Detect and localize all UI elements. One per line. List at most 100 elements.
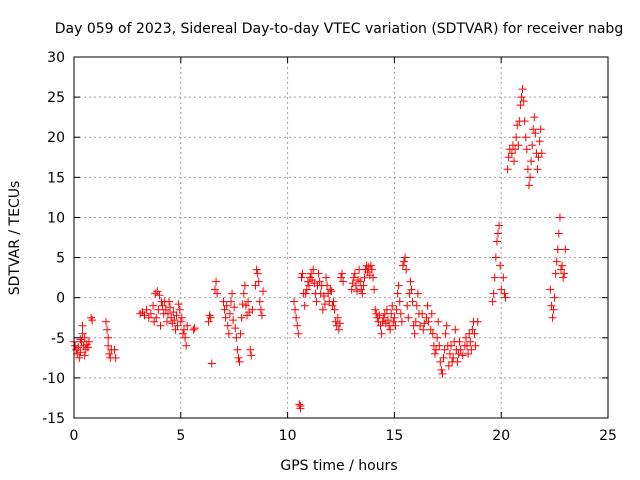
- data-point: [302, 285, 311, 294]
- data-point: [331, 317, 340, 326]
- data-point: [155, 291, 164, 300]
- data-point: [176, 317, 185, 326]
- data-point: [552, 257, 561, 266]
- data-point: [322, 273, 331, 282]
- data-point: [296, 401, 305, 410]
- data-point: [511, 145, 520, 154]
- data-point: [366, 261, 375, 270]
- data-point: [183, 321, 192, 330]
- data-point: [84, 337, 93, 346]
- data-point: [430, 349, 439, 358]
- data-point: [138, 308, 147, 317]
- data-point: [80, 351, 89, 360]
- data-point: [295, 400, 304, 409]
- data-point: [393, 289, 402, 298]
- data-point: [388, 301, 397, 310]
- data-point: [235, 357, 244, 366]
- data-point: [353, 287, 362, 296]
- data-point: [307, 269, 316, 278]
- data-point: [432, 345, 441, 354]
- data-point: [163, 309, 172, 318]
- data-point: [326, 285, 335, 294]
- data-point: [518, 85, 527, 94]
- data-point: [162, 317, 171, 326]
- data-point: [304, 281, 313, 290]
- data-point: [329, 297, 338, 306]
- data-point: [338, 269, 347, 278]
- data-point: [428, 329, 437, 338]
- data-point: [387, 309, 396, 318]
- data-point: [420, 319, 429, 328]
- data-point: [536, 125, 545, 134]
- data-point: [150, 317, 159, 326]
- data-point: [449, 353, 458, 362]
- data-point: [549, 305, 558, 314]
- data-point: [226, 297, 235, 306]
- data-point: [334, 325, 343, 334]
- data-point: [238, 300, 247, 309]
- data-point: [473, 317, 482, 326]
- data-point: [383, 316, 392, 325]
- data-point: [230, 303, 239, 312]
- data-point: [231, 324, 240, 333]
- data-point: [244, 297, 253, 306]
- data-point: [444, 361, 453, 370]
- data-point: [458, 351, 467, 360]
- data-point: [555, 213, 564, 222]
- data-point: [546, 285, 555, 294]
- data-point: [247, 351, 256, 360]
- data-point: [397, 317, 406, 326]
- data-point: [392, 305, 401, 314]
- data-point: [328, 301, 337, 310]
- x-tick-label: 25: [599, 428, 617, 444]
- data-point: [512, 133, 521, 142]
- data-point: [526, 173, 535, 182]
- data-point: [152, 313, 161, 322]
- data-point: [377, 329, 386, 338]
- data-point: [293, 321, 302, 330]
- data-point: [514, 141, 523, 150]
- data-point: [363, 267, 372, 276]
- data-point: [454, 349, 463, 358]
- data-point: [246, 345, 255, 354]
- data-point: [507, 149, 516, 158]
- data-point: [376, 321, 385, 330]
- data-point: [453, 357, 462, 366]
- data-point: [318, 305, 327, 314]
- data-point: [171, 325, 180, 334]
- data-point: [523, 165, 532, 174]
- data-point: [534, 153, 543, 162]
- data-point: [434, 317, 443, 326]
- data-point: [146, 309, 155, 318]
- data-point: [557, 265, 566, 274]
- data-point: [491, 253, 500, 262]
- data-point: [537, 149, 546, 158]
- data-point: [471, 341, 480, 350]
- data-point: [303, 277, 312, 286]
- data-point: [559, 273, 568, 282]
- data-point: [253, 269, 262, 278]
- data-point: [521, 133, 530, 142]
- data-point: [308, 276, 317, 285]
- x-tick-label: 10: [279, 428, 297, 444]
- data-point: [550, 293, 559, 302]
- data-point: [426, 325, 435, 334]
- data-point: [445, 349, 454, 358]
- data-point: [212, 277, 221, 286]
- data-point: [442, 321, 451, 330]
- data-point: [140, 311, 149, 320]
- data-point: [301, 289, 310, 298]
- data-point: [292, 313, 301, 322]
- data-point: [111, 353, 120, 362]
- data-point: [88, 316, 97, 325]
- data-point: [378, 317, 387, 326]
- data-point: [161, 305, 170, 314]
- data-point: [456, 345, 465, 354]
- y-tick-label: 25: [47, 90, 65, 106]
- data-points: [70, 85, 570, 413]
- data-point: [519, 97, 528, 106]
- data-point: [144, 313, 153, 322]
- data-point: [405, 289, 414, 298]
- data-point: [390, 313, 399, 322]
